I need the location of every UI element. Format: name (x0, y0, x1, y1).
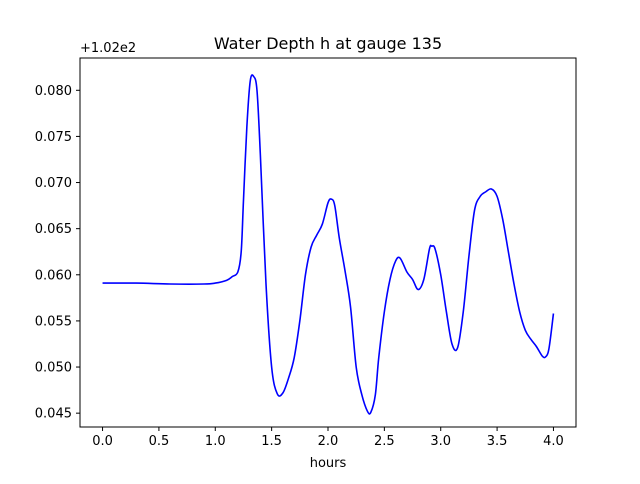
y-axis-ticks: 0.045 0.050 0.055 0.060 0.065 0.070 0.075 0.080 (35, 84, 80, 422)
x-axis-label: hours (310, 456, 347, 471)
x-tick-label: 2.5 (374, 434, 395, 449)
chart-title: Water Depth h at gauge 135 (214, 34, 442, 53)
x-tick-label: 0.5 (149, 434, 170, 449)
x-tick-label: 3.0 (430, 434, 451, 449)
x-axis-ticks: 0.0 0.5 1.0 1.5 2.0 2.5 3.0 3.5 4.0 (92, 427, 564, 449)
y-tick-label: 0.050 (35, 361, 72, 376)
y-tick-label: 0.065 (35, 222, 72, 237)
x-tick-label: 3.5 (487, 434, 508, 449)
y-offset-label: +1.02e2 (80, 41, 136, 56)
x-tick-label: 1.5 (261, 434, 282, 449)
y-tick-label: 0.070 (35, 176, 72, 191)
x-tick-label: 4.0 (543, 434, 564, 449)
plot-frame (79, 57, 577, 428)
y-tick-label: 0.060 (35, 268, 72, 283)
y-tick-label: 0.080 (35, 84, 72, 99)
x-tick-label: 0.0 (92, 434, 113, 449)
x-tick-label: 2.0 (318, 434, 339, 449)
y-tick-label: 0.075 (35, 130, 72, 145)
series-line (102, 74, 555, 415)
y-tick-label: 0.045 (35, 407, 72, 422)
series-group (102, 74, 555, 415)
y-tick-label: 0.055 (35, 314, 72, 329)
x-tick-label: 1.0 (205, 434, 226, 449)
